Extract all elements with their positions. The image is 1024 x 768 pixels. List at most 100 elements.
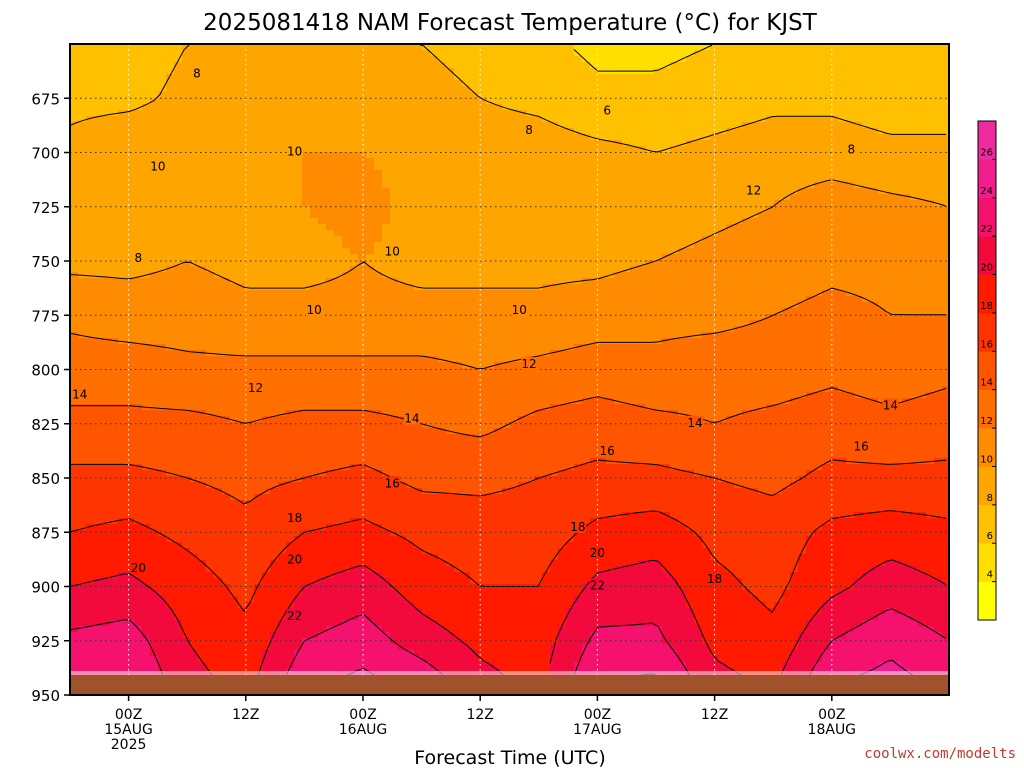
temperature-cell	[366, 662, 375, 669]
temperature-cell	[182, 434, 191, 441]
temperature-cell	[110, 386, 119, 393]
temperature-cell	[94, 602, 103, 609]
temperature-cell	[294, 416, 303, 423]
temperature-cell	[158, 56, 167, 63]
temperature-cell	[326, 380, 335, 387]
temperature-cell	[150, 308, 159, 315]
temperature-cell	[318, 188, 327, 195]
temperature-cell	[430, 488, 439, 495]
temperature-cell	[238, 176, 247, 183]
temperature-cell	[390, 62, 399, 69]
temperature-cell	[238, 548, 247, 555]
temperature-cell	[430, 50, 439, 57]
temperature-cell	[382, 44, 391, 51]
temperature-cell	[406, 440, 415, 447]
temperature-cell	[270, 494, 279, 501]
temperature-cell	[318, 332, 327, 339]
temperature-cell	[174, 302, 183, 309]
temperature-cell	[174, 356, 183, 363]
temperature-cell	[246, 176, 255, 183]
temperature-cell	[214, 638, 223, 645]
temperature-cell	[230, 332, 239, 339]
temperature-cell	[342, 188, 351, 195]
temperature-cell	[86, 374, 95, 381]
temperature-cell	[278, 482, 287, 489]
temperature-cell	[230, 140, 239, 147]
temperature-cell	[70, 152, 79, 159]
temperature-cell	[126, 572, 135, 579]
temperature-cell	[150, 398, 159, 405]
temperature-cell	[414, 104, 423, 111]
temperature-cell	[302, 434, 311, 441]
temperature-cell	[398, 134, 407, 141]
temperature-cell	[86, 134, 95, 141]
temperature-cell	[382, 428, 391, 435]
temperature-cell	[222, 380, 231, 387]
temperature-cell	[182, 458, 191, 465]
temperature-cell	[382, 218, 391, 225]
temperature-cell	[246, 284, 255, 291]
temperature-cell	[110, 86, 119, 93]
temperature-cell	[134, 194, 143, 201]
temperature-cell	[142, 44, 151, 51]
temperature-cell	[198, 278, 207, 285]
temperature-cell	[166, 188, 175, 195]
temperature-cell	[254, 86, 263, 93]
temperature-cell	[134, 308, 143, 315]
temperature-cell	[166, 116, 175, 123]
temperature-cell	[142, 122, 151, 129]
temperature-cell	[254, 560, 263, 567]
temperature-cell	[270, 188, 279, 195]
temperature-cell	[382, 74, 391, 81]
temperature-cell	[158, 356, 167, 363]
temperature-cell	[166, 632, 175, 639]
temperature-cell	[270, 512, 279, 519]
temperature-cell	[326, 584, 335, 591]
temperature-cell	[318, 146, 327, 153]
temperature-cell	[318, 284, 327, 291]
temperature-cell	[230, 542, 239, 549]
temperature-cell	[126, 392, 135, 399]
temperature-cell	[166, 146, 175, 153]
temperature-cell	[134, 482, 143, 489]
temperature-cell	[278, 416, 287, 423]
temperature-cell	[262, 644, 271, 651]
temperature-cell	[134, 656, 143, 663]
temperature-cell	[198, 416, 207, 423]
temperature-cell	[142, 74, 151, 81]
temperature-cell	[78, 140, 87, 147]
temperature-cell	[350, 608, 359, 615]
temperature-cell	[422, 518, 431, 525]
temperature-cell	[158, 506, 167, 513]
temperature-cell	[78, 506, 87, 513]
temperature-cell	[102, 596, 111, 603]
temperature-cell	[358, 332, 367, 339]
temperature-cell	[110, 332, 119, 339]
temperature-cell	[158, 536, 167, 543]
temperature-cell	[94, 434, 103, 441]
temperature-cell	[342, 344, 351, 351]
temperature-cell	[142, 458, 151, 465]
temperature-cell	[286, 248, 295, 255]
temperature-cell	[190, 272, 199, 279]
temperature-cell	[342, 620, 351, 627]
temperature-cell	[150, 620, 159, 627]
temperature-cell	[102, 56, 111, 63]
temperature-cell	[262, 632, 271, 639]
temperature-cell	[358, 626, 367, 633]
temperature-cell	[430, 68, 439, 75]
temperature-cell	[318, 458, 327, 465]
temperature-cell	[86, 632, 95, 639]
temperature-cell	[262, 470, 271, 477]
temperature-cell	[318, 278, 327, 285]
temperature-cell	[382, 170, 391, 177]
temperature-cell	[94, 488, 103, 495]
temperature-cell	[278, 392, 287, 399]
temperature-cell	[334, 140, 343, 147]
temperature-cell	[118, 452, 127, 459]
temperature-cell	[294, 134, 303, 141]
temperature-cell	[430, 572, 439, 579]
temperature-cell	[334, 602, 343, 609]
temperature-cell	[134, 392, 143, 399]
temperature-cell	[262, 356, 271, 363]
